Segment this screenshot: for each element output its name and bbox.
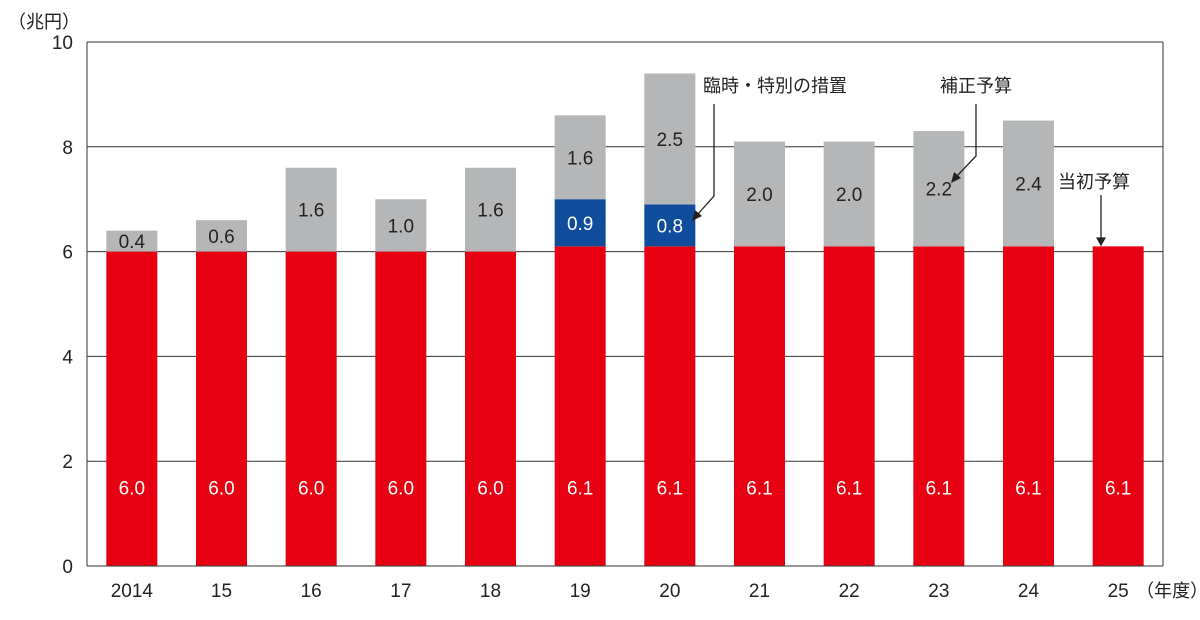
y-tick-label: 6 [62, 243, 73, 264]
x-tick-label: 2014 [111, 581, 154, 602]
x-tick-label: 18 [480, 581, 501, 602]
bar-supplementary-24 [1003, 120, 1054, 247]
data-label-initial: 6.0 [298, 478, 324, 499]
x-tick-label: 19 [570, 581, 591, 602]
data-label-supplementary: 1.6 [298, 201, 324, 222]
x-tick-label: 17 [390, 581, 411, 602]
bar-initial-21 [734, 246, 785, 567]
data-label-initial: 6.0 [388, 478, 414, 499]
bar-supplementary-22 [823, 141, 875, 247]
data-label-supplementary: 2.0 [836, 185, 862, 206]
bar-initial-24 [1003, 246, 1054, 567]
y-unit-label: （兆円） [8, 12, 80, 33]
data-label-supplementary: 1.6 [567, 148, 593, 169]
bar-special-20 [644, 204, 696, 247]
x-tick-label: 22 [839, 581, 860, 602]
data-label-special: 0.9 [567, 214, 593, 235]
y-tick-label: 4 [62, 347, 73, 368]
axes [86, 41, 1164, 567]
annotation-supplementary-budget: 補正予算 [940, 76, 1012, 97]
bar-initial-19 [554, 246, 606, 567]
x-tick-label: 21 [749, 581, 770, 602]
data-label-initial: 6.1 [836, 478, 862, 499]
data-label-supplementary: 2.0 [746, 185, 772, 206]
data-label-special: 0.8 [657, 216, 683, 237]
y-tick-label: 2 [62, 452, 73, 473]
bar-initial-17 [375, 251, 427, 566]
annotation-initial-budget: 当初予算 [1058, 172, 1130, 193]
data-label-initial: 6.1 [1015, 478, 1041, 499]
x-tick-label: 20 [659, 581, 680, 602]
data-label-initial: 6.1 [746, 478, 772, 499]
x-tick-labels: 2014 15 16 17 18 19 20 21 22 23 24 25 [111, 581, 1129, 602]
x-tick-label: 23 [928, 581, 949, 602]
bar-supplementary-20 [644, 73, 696, 205]
bar-supplementary-19 [554, 115, 606, 200]
data-label-supplementary: 0.6 [208, 227, 234, 248]
bar-initial-16 [285, 251, 337, 566]
annotation-supplementary-budget-leader [956, 104, 977, 177]
x-tick-label: 24 [1018, 581, 1040, 602]
bar-supplementary-21 [734, 141, 785, 247]
data-label-initial: 6.0 [477, 478, 503, 499]
bar-initial-25 [1092, 246, 1144, 567]
bars: 6.0 0.4 6.0 0.6 6.0 1.6 6.0 1.0 6.0 1.6 6.1 0.9 1.6 6… [106, 73, 1144, 567]
data-label-supplementary: 2.5 [657, 130, 683, 151]
annotation-supplementary-budget-arrowhead [951, 172, 961, 183]
bar-initial-22 [823, 246, 875, 567]
data-label-initial: 6.1 [1105, 478, 1131, 499]
data-label-supplementary: 1.6 [477, 201, 503, 222]
gridlines [87, 146, 1163, 462]
bar-supplementary-18 [465, 167, 516, 252]
bar-supplementary-2014 [106, 230, 158, 252]
annotation-initial-budget-arrowhead [1096, 237, 1106, 247]
bar-special-19 [554, 199, 606, 247]
bar-supplementary-17 [375, 199, 427, 252]
bar-initial-23 [913, 246, 965, 567]
data-label-initial: 6.1 [567, 478, 593, 499]
annotation-special-measures: 臨時・特別の措置 [703, 76, 847, 97]
bar-supplementary-16 [285, 167, 337, 252]
y-tick-labels: 0 2 4 6 8 10 [52, 33, 74, 578]
bar-supplementary-15 [196, 220, 247, 252]
y-tick-label: 0 [62, 557, 73, 578]
annotations: 臨時・特別の措置 補正予算 当初予算 [692, 76, 1130, 247]
data-label-initial: 6.0 [119, 478, 145, 499]
data-label-supplementary: 2.2 [926, 180, 952, 201]
annotation-special-measures-arrowhead [692, 210, 702, 221]
data-label-supplementary: 0.4 [119, 232, 146, 253]
bar-initial-15 [196, 251, 247, 566]
data-label-initial: 6.1 [657, 478, 683, 499]
x-tick-label: 16 [301, 581, 322, 602]
x-tick-label: 15 [211, 581, 232, 602]
bar-supplementary-23 [913, 131, 965, 247]
bar-initial-2014 [106, 251, 158, 566]
data-label-initial: 6.1 [926, 478, 952, 499]
data-label-supplementary: 1.0 [388, 216, 414, 237]
bar-initial-18 [465, 251, 516, 566]
bar-initial-20 [644, 246, 696, 567]
x-unit-label: （年度） [1136, 581, 1200, 602]
data-label-initial: 6.0 [208, 478, 234, 499]
y-tick-label: 10 [52, 33, 73, 54]
x-tick-label: 25 [1108, 581, 1129, 602]
data-label-supplementary: 2.4 [1015, 174, 1042, 195]
y-tick-label: 8 [62, 138, 73, 159]
annotation-special-measures-leader [697, 104, 715, 215]
